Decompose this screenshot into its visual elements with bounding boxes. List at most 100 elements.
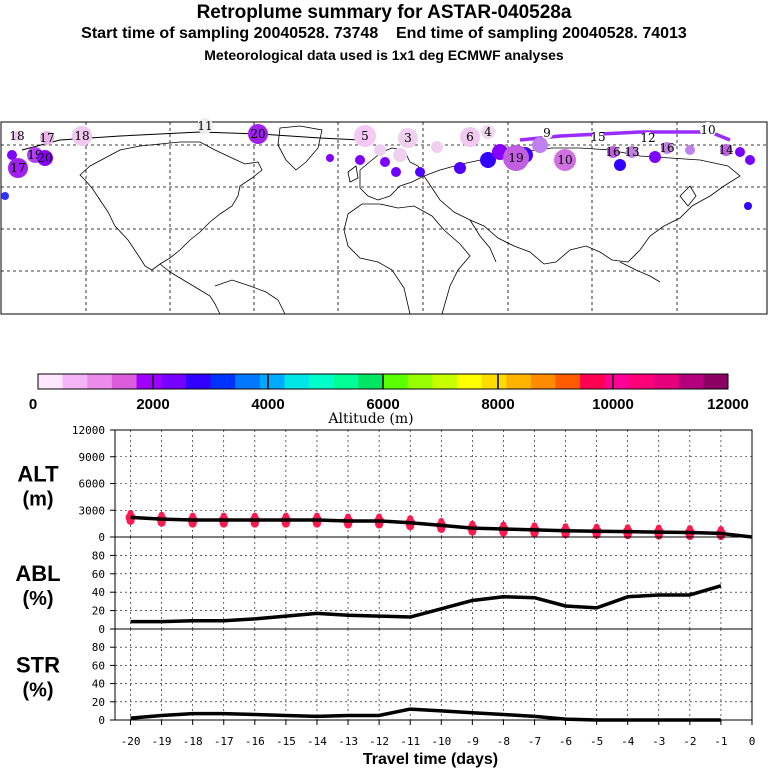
map-marker-19 bbox=[626, 146, 638, 158]
alt-dot-19-2 bbox=[717, 525, 724, 532]
map-marker-label-17: 12 bbox=[640, 131, 655, 145]
map-marker-dot-0 bbox=[1, 192, 9, 200]
alt-dot-2-2 bbox=[189, 512, 196, 519]
panel-xtick-0: -20 bbox=[121, 735, 141, 748]
panel-xtick-7: -13 bbox=[338, 735, 358, 748]
map-marker-2 bbox=[72, 126, 92, 146]
colorbar: 0 2000 4000 6000 8000 10000 12000 Altitude (m) bbox=[29, 373, 749, 427]
map-marker-label-12: 10 bbox=[557, 153, 572, 167]
map-marker-label-18: 16 bbox=[605, 145, 620, 159]
map-marker-13 bbox=[37, 150, 53, 166]
panel-ytick-2: 40 bbox=[92, 586, 105, 599]
colorbar-swatch-22 bbox=[580, 374, 606, 389]
alt-dot-4-2 bbox=[251, 512, 258, 519]
colorbar-swatch-16 bbox=[432, 374, 458, 389]
colorbar-swatch-18 bbox=[481, 374, 507, 389]
colorbar-swatch-27 bbox=[703, 374, 729, 389]
colorbar-swatch-8 bbox=[235, 374, 261, 389]
map-marker-label-1: 17 bbox=[39, 131, 54, 145]
map-marker-12 bbox=[554, 149, 576, 171]
alt-dot-10-2 bbox=[438, 517, 445, 524]
map-marker-label-16: 16 bbox=[659, 141, 674, 155]
alt-dot-1-2 bbox=[158, 511, 165, 518]
map-marker-3 bbox=[197, 118, 213, 134]
panel-line-str bbox=[130, 707, 721, 722]
panel-xtick-11: -9 bbox=[466, 735, 479, 748]
colorbar-swatch-23 bbox=[604, 374, 630, 389]
panel-ytick-1: 9000 bbox=[79, 451, 106, 464]
map-marker-1 bbox=[40, 131, 54, 145]
panel-xtick-5: -15 bbox=[276, 735, 296, 748]
met-data-note: Meteorological data used is 1x1 deg ECMW… bbox=[204, 47, 564, 63]
panel-xtick-16: -4 bbox=[621, 735, 635, 748]
panel-xtick-18: -2 bbox=[683, 735, 696, 748]
panel-ytick-4: 0 bbox=[98, 531, 105, 544]
panel-label-abl: ABL bbox=[15, 561, 60, 586]
alt-dot-5-2 bbox=[282, 512, 289, 519]
panel-xtick-15: -5 bbox=[590, 735, 603, 748]
map-marker-14 bbox=[503, 145, 529, 171]
panel-ytick-3: 20 bbox=[92, 605, 105, 618]
map-coastlines bbox=[79, 125, 741, 315]
panel-ytick-2: 6000 bbox=[79, 478, 106, 491]
panel-xtick-10: -10 bbox=[431, 735, 451, 748]
colorbar-swatch-25 bbox=[654, 374, 680, 389]
map-marker-label-9: 9 bbox=[543, 126, 551, 140]
panel-xtick-8: -12 bbox=[369, 735, 389, 748]
map-marker-label-4: 20 bbox=[250, 127, 265, 141]
map-marker-17 bbox=[642, 132, 654, 144]
panel-xtick-3: -17 bbox=[214, 735, 234, 748]
alt-dot-18-2 bbox=[686, 525, 693, 532]
alt-dot-6-2 bbox=[313, 512, 320, 519]
panel-xtick-12: -8 bbox=[497, 735, 510, 748]
panel-units-abl: (%) bbox=[22, 588, 53, 610]
map-marker-dot-4 bbox=[415, 167, 425, 177]
alt-dot-12-2 bbox=[500, 521, 507, 528]
map-marker-dot-20 bbox=[685, 145, 695, 155]
end-time: End time of sampling 20040528. 74013 bbox=[396, 25, 687, 42]
colorbar-tick-2: 4000 bbox=[251, 396, 284, 413]
alt-dot-3-2 bbox=[220, 512, 227, 519]
colorbar-swatch-0 bbox=[38, 374, 64, 389]
panel-xtick-17: -3 bbox=[652, 735, 665, 748]
map-marker-label-5: 5 bbox=[361, 129, 369, 143]
map-marker-dot-2 bbox=[480, 152, 496, 168]
colorbar-swatch-6 bbox=[185, 374, 211, 389]
colorbar-swatch-26 bbox=[678, 374, 704, 389]
map-marker-label-14: 19 bbox=[508, 151, 523, 165]
colorbar-swatch-5 bbox=[161, 374, 187, 389]
colorbar-swatch-3 bbox=[111, 374, 138, 389]
map-marker-dot-19 bbox=[355, 155, 365, 165]
panel-units-alt: (m) bbox=[22, 489, 53, 511]
map-marker-20 bbox=[700, 122, 716, 138]
colorbar-swatch-12 bbox=[333, 374, 359, 389]
panel-xtick-19: -1 bbox=[714, 735, 727, 748]
panel-ytick-2: 40 bbox=[92, 678, 105, 691]
panel-units-str: (%) bbox=[22, 680, 53, 702]
map-marker-dot-18 bbox=[380, 157, 390, 167]
colorbar-swatch-9 bbox=[259, 374, 285, 389]
panel-label-str: STR bbox=[16, 653, 60, 678]
panel-alt: 12000 9000 6000 3000 0 ALT(m) bbox=[17, 424, 753, 544]
panel-xtick-6: -14 bbox=[307, 735, 327, 748]
panel-ytick-3: 3000 bbox=[79, 504, 106, 517]
map-marker-dot-5 bbox=[391, 167, 401, 177]
panel-ytick-4: 0 bbox=[98, 623, 105, 636]
map-marker-8 bbox=[481, 125, 495, 139]
map-marker-label-20: 10 bbox=[700, 123, 715, 137]
colorbar-swatch-2 bbox=[87, 374, 113, 389]
colorbar-swatch-4 bbox=[136, 374, 162, 389]
map-marker-dot-14 bbox=[431, 141, 443, 153]
map-marker-label-7: 6 bbox=[466, 130, 474, 144]
panel-xtick-14: -6 bbox=[559, 735, 572, 748]
colorbar-swatch-21 bbox=[555, 374, 581, 389]
alt-dot-8-2 bbox=[376, 513, 383, 520]
map-marker-dot-16 bbox=[374, 144, 386, 156]
map-marker-dot-1 bbox=[7, 150, 17, 160]
map-marker-7 bbox=[460, 127, 480, 147]
alt-dot-14-2 bbox=[562, 523, 569, 530]
colorbar-tick-0: 0 bbox=[29, 396, 37, 413]
